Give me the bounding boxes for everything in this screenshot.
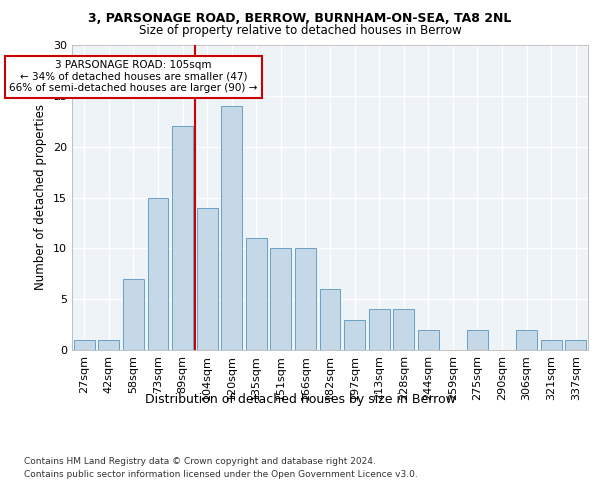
Bar	[148, 198, 169, 350]
Bar	[565, 340, 586, 350]
Bar	[123, 279, 144, 350]
Text: Distribution of detached houses by size in Berrow: Distribution of detached houses by size …	[145, 392, 455, 406]
Bar	[418, 330, 439, 350]
Bar	[172, 126, 193, 350]
Bar	[246, 238, 267, 350]
Bar	[320, 289, 340, 350]
Bar	[467, 330, 488, 350]
Bar	[197, 208, 218, 350]
Text: Size of property relative to detached houses in Berrow: Size of property relative to detached ho…	[139, 24, 461, 37]
Bar	[271, 248, 292, 350]
Bar	[221, 106, 242, 350]
Bar	[295, 248, 316, 350]
Y-axis label: Number of detached properties: Number of detached properties	[34, 104, 47, 290]
Bar	[516, 330, 537, 350]
Bar	[541, 340, 562, 350]
Bar	[344, 320, 365, 350]
Bar	[393, 310, 414, 350]
Bar	[368, 310, 389, 350]
Bar	[98, 340, 119, 350]
Text: 3, PARSONAGE ROAD, BERROW, BURNHAM-ON-SEA, TA8 2NL: 3, PARSONAGE ROAD, BERROW, BURNHAM-ON-SE…	[88, 12, 512, 26]
Text: Contains HM Land Registry data © Crown copyright and database right 2024.: Contains HM Land Registry data © Crown c…	[24, 458, 376, 466]
Text: 3 PARSONAGE ROAD: 105sqm
← 34% of detached houses are smaller (47)
66% of semi-d: 3 PARSONAGE ROAD: 105sqm ← 34% of detach…	[9, 60, 257, 94]
Text: Contains public sector information licensed under the Open Government Licence v3: Contains public sector information licen…	[24, 470, 418, 479]
Bar	[74, 340, 95, 350]
